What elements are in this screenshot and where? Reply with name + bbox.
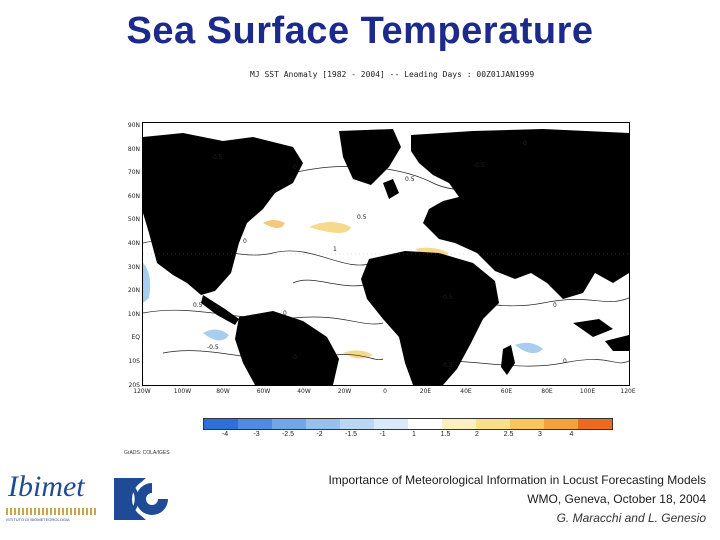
ibimet-wordmark: Ibimet [8,470,85,503]
longitude-label: 0 [383,388,387,395]
island [605,335,629,351]
colorbar-swatch [578,419,612,429]
latitude-label: 10S [128,358,140,365]
latitude-label: 20N [127,287,140,295]
colorbar-swatch [204,419,238,429]
contour-value-label: 0 [243,238,247,245]
colorbar-swatch [476,419,510,429]
warm-anomaly-area [309,222,351,233]
contour-value-label: 1 [333,246,337,253]
contour-value-label: 0 [553,302,557,309]
longitude-label: 40W [297,388,311,395]
sst-anomaly-map: 0.5 0 0.5 -0.5 0 1 0.5 0 0.5 0 -0.5 0 0.5 0 0.5 0 [142,122,630,386]
contour-value-label: 0 [283,310,287,317]
contour-value-labels: 0.5 0 0.5 -0.5 0 1 0.5 0 0.5 0 -0.5 0 0.5 0 0.5 0 [193,140,567,369]
colorbar-label: 2 [475,431,479,438]
colorbar-swatch [544,419,578,429]
cool-anomaly-area [203,329,229,341]
contour-value-label: 0 [293,354,297,361]
colorbar-swatch [306,419,340,429]
contour-value-label: 0.5 [193,302,203,309]
island [359,165,377,175]
colorbar-label: 1.5 [440,431,451,438]
source-note: GrADS: COLA/IGES [124,450,170,456]
contour-value-label: 0.5 [213,154,223,161]
colorbar-label: -4 [221,431,229,438]
latitude-label: 20S [128,381,140,389]
colorbar-label: -2.5 [281,431,295,438]
longitude-label: 120W [133,388,151,395]
contour-value-label: 0.5 [405,176,415,183]
latitude-label: 80N [127,145,140,153]
latitude-label: 50N [127,216,140,224]
longitude-label: 100W [173,388,192,395]
longitude-label: 80E [541,388,553,395]
land-masses [143,129,629,385]
contour-value-label: 0 [523,140,527,147]
contour-value-label: 0.5 [443,294,453,301]
colorbar-label: 3 [538,431,542,438]
colorbar-swatch [408,419,442,429]
latitude-label: 40N [127,240,140,247]
longitude-label: 20E [419,388,432,395]
cool-anomaly-area [515,342,543,354]
colorbar-label: 4 [569,431,574,438]
longitude-label: 80W [216,388,230,395]
longitude-label: 40E [460,388,472,395]
latitude-label: EQ [131,334,140,342]
warm-anomaly-area [263,220,285,228]
madagascar [501,345,515,375]
sst-map-svg: 0.5 0 0.5 -0.5 0 1 0.5 0 0.5 0 -0.5 0 0.5 0 0.5 0 [142,123,630,385]
colorbar-label: -3 [253,431,260,438]
africa [361,251,499,385]
footer-authors: G. Maracchi and L. Genesio [556,511,706,525]
south-america [235,311,339,385]
longitude-label: 120E [620,388,636,395]
longitude-label: 100E [579,388,596,395]
ibimet-caption: ISTITUTO DI BIOMETEOROLOGIA [6,517,70,522]
contour-value-label: -0.5 [207,344,219,351]
colorbar-swatch [238,419,272,429]
longitude-label: 20W [337,388,352,395]
longitude-label: 60W [256,388,271,395]
longitude-label: 60E [500,388,513,395]
eurasia [411,129,629,299]
colorbar-swatch [374,419,408,429]
contour-value-label: 0 [563,358,567,365]
latitude-label: 30N [127,263,140,271]
colorbar-label: 2.5 [503,431,514,438]
colorbar-swatch [442,419,476,429]
colorbar-label: -2 [316,431,323,438]
latitude-label: 90N [127,122,140,129]
contour-value-label: -0.5 [473,162,485,169]
island [383,179,399,199]
cool-anomaly-area [143,263,151,303]
map-subtitle: MJ SST Anomaly [1982 - 2004] -- Leading … [250,70,535,79]
cnr-logo-icon [106,470,182,528]
contour-value-label: 0.5 [357,214,367,221]
contour-value-label: 0.5 [443,362,453,369]
latitude-label: 10N [127,310,140,318]
colorbar-label: -1 [379,431,386,438]
colorbar-swatch [510,419,544,429]
ibimet-logo-rule [6,508,98,515]
latitude-label: 70N [127,169,140,177]
central-america [201,295,239,325]
colorbar-label: 1 [412,431,416,438]
slide-title: Sea Surface Temperature [126,10,594,52]
colorbar-swatch [272,419,306,429]
greenland [339,129,401,185]
island [573,319,613,337]
sst-colorbar [203,418,613,430]
latitude-label: 60N [127,192,140,200]
north-america [143,133,303,295]
contour-value-label: 0 [293,164,297,171]
colorbar-label: -1.5 [344,431,358,438]
footer-presentation-title: Importance of Meteorological Information… [328,473,706,487]
footer-event: WMO, Geneva, October 18, 2004 [527,492,706,506]
ibimet-logo: Ibimet ISTITUTO DI BIOMETEOROLOGIA [6,470,100,528]
colorbar-swatch [340,419,374,429]
